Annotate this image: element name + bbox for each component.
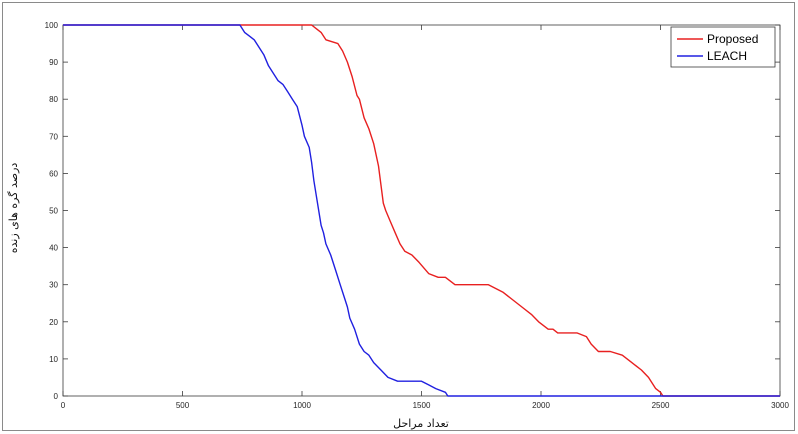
x-tick-label: 2000 (532, 401, 550, 410)
line-chart: 0 10 20 30 40 50 60 70 80 90 100 0 500 1000 1500 2000 2… (7, 21, 789, 430)
y-tick-label: 80 (49, 95, 58, 104)
y-tick-label: 30 (49, 281, 58, 290)
y-tick-label: 20 (49, 318, 58, 327)
series-lines (63, 24, 780, 397)
y-axis: 0 10 20 30 40 50 60 70 80 90 100 (45, 21, 780, 401)
legend: Proposed LEACH (670, 26, 776, 68)
y-tick-label: 70 (49, 132, 58, 141)
y-tick-label: 40 (49, 244, 58, 253)
x-tick-label: 500 (176, 401, 190, 410)
plot-area (62, 24, 781, 397)
series-line-leach (63, 24, 780, 397)
y-tick-label: 0 (54, 392, 59, 401)
x-tick-label: 3000 (771, 401, 789, 410)
x-tick-label: 2500 (652, 401, 670, 410)
legend-label-proposed: Proposed (707, 32, 758, 46)
x-tick-label: 1500 (413, 401, 431, 410)
y-tick-label: 10 (49, 355, 58, 364)
y-tick-label: 50 (49, 207, 58, 216)
x-axis-title: تعداد مراحل (393, 417, 449, 430)
y-axis-title: درصد گره های زنده (7, 163, 20, 254)
x-tick-label: 0 (61, 401, 66, 410)
y-tick-label: 60 (49, 169, 58, 178)
legend-label-leach: LEACH (707, 49, 747, 63)
series-line-proposed (63, 24, 780, 397)
y-tick-label: 100 (45, 21, 59, 30)
legend-box (670, 26, 776, 68)
x-tick-label: 1000 (293, 401, 311, 410)
y-tick-label: 90 (49, 58, 58, 67)
